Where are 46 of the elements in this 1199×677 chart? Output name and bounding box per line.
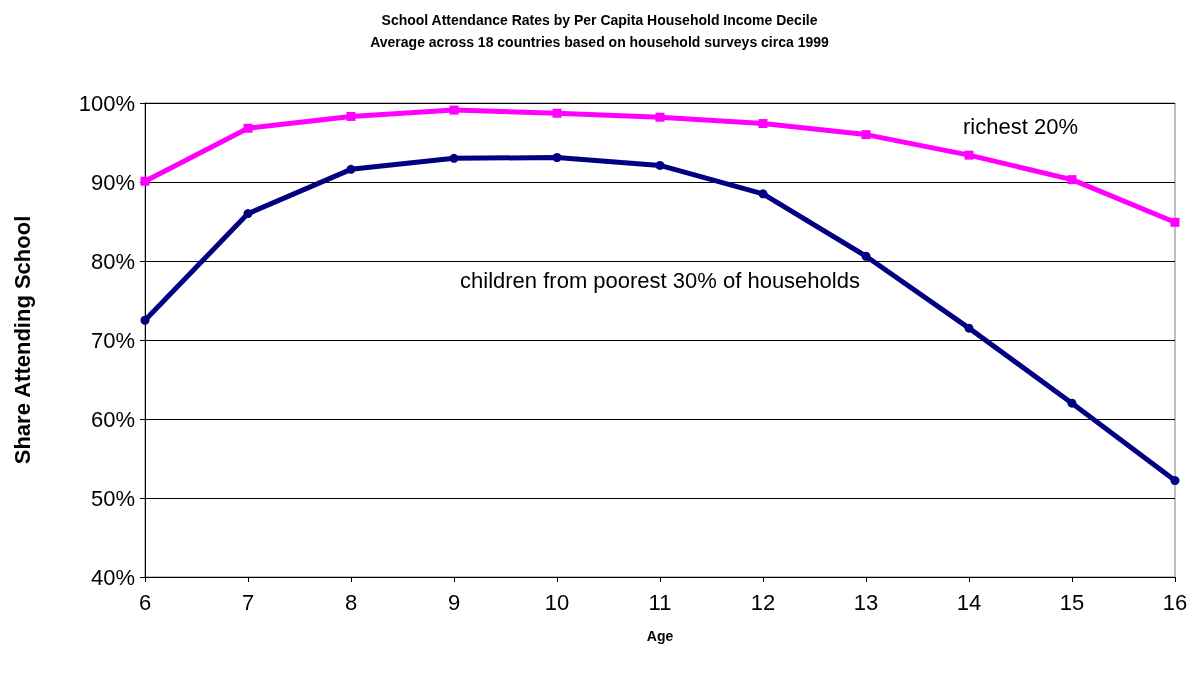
point	[1170, 217, 1180, 227]
point	[243, 123, 253, 133]
x-tick-label: 13	[853, 589, 879, 615]
point	[758, 119, 768, 129]
point	[449, 105, 459, 115]
x-tick-label: 6	[138, 589, 152, 615]
point	[346, 164, 356, 174]
point	[861, 251, 871, 261]
x-tick-label: 12	[750, 589, 776, 615]
point	[1170, 476, 1180, 486]
y-axis-title: Share Attending School	[9, 215, 35, 465]
y-tick-label: 50%	[90, 485, 135, 511]
point	[964, 323, 974, 333]
x-tick-label: 10	[544, 589, 570, 615]
point	[655, 112, 665, 122]
point	[243, 209, 253, 219]
y-tick-label: 80%	[90, 248, 135, 274]
x-tick-label: 11	[648, 589, 672, 615]
y-tick-label: 40%	[90, 564, 135, 590]
point	[346, 111, 356, 121]
series-label: children from poorest 30% of households	[460, 268, 860, 294]
point	[552, 108, 562, 118]
y-tick-label: 60%	[90, 406, 135, 432]
point	[1067, 398, 1077, 408]
point	[449, 153, 459, 163]
y-tick-label: 90%	[90, 169, 135, 195]
point	[140, 315, 150, 325]
point	[140, 176, 150, 186]
y-tick-label: 100%	[78, 90, 135, 116]
x-tick-label: 7	[241, 589, 255, 615]
y-tick-label: 70%	[90, 327, 135, 353]
point	[1067, 175, 1077, 185]
x-tick-label: 16	[1162, 589, 1188, 615]
chart-title: School Attendance Rates by Per Capita Household Income Decile	[381, 12, 818, 28]
point	[552, 153, 562, 163]
chart-subtitle: Average across 18 countries based on household surveys circa 1999	[370, 34, 829, 50]
point	[964, 150, 974, 160]
x-axis-title: Age	[646, 628, 674, 644]
x-tick-label: 15	[1059, 589, 1085, 615]
point	[861, 130, 871, 140]
x-tick-label: 9	[447, 589, 461, 615]
x-tick-label: 8	[344, 589, 358, 615]
x-tick-label: 14	[956, 589, 982, 615]
series-label: richest 20%	[963, 114, 1078, 140]
point	[758, 189, 768, 199]
point	[655, 160, 665, 170]
